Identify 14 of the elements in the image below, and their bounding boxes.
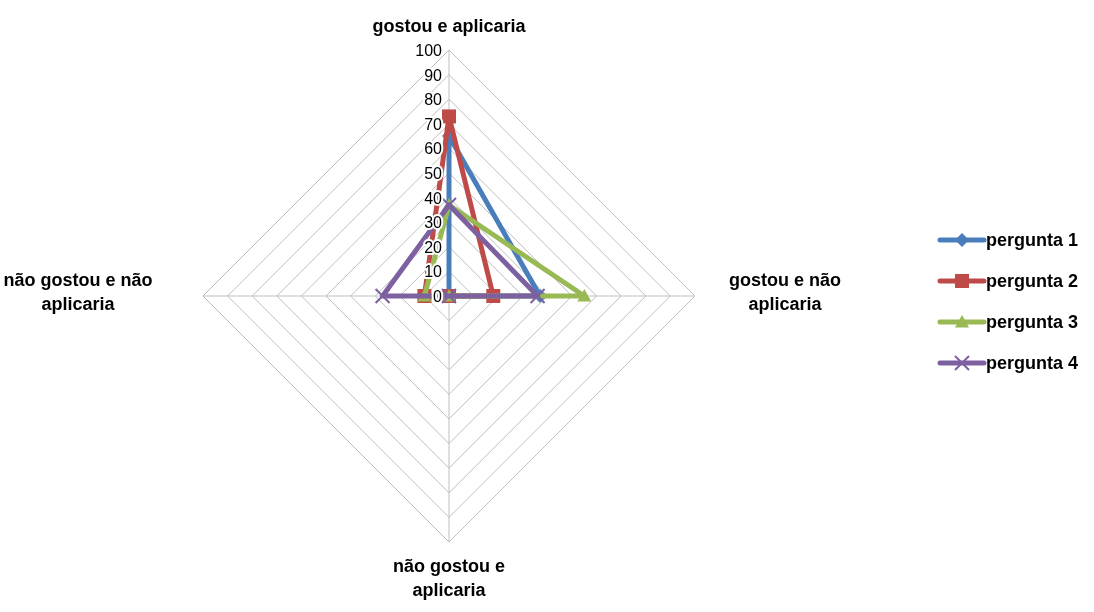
- y-tick-label: 90: [424, 66, 443, 84]
- spoke-label: não gostou e aplicaria: [393, 556, 505, 600]
- y-tick-label: 80: [424, 91, 443, 109]
- y-tick-label: 100: [415, 42, 443, 59]
- y-tick-label: 60: [424, 140, 443, 158]
- legend-label: pergunta 3: [986, 312, 1079, 332]
- legend-label: pergunta 2: [986, 271, 1079, 291]
- legend-label: pergunta 1: [986, 230, 1079, 250]
- spoke-label: não gostou e não aplicaria: [3, 270, 153, 314]
- legend-label: pergunta 4: [986, 353, 1079, 373]
- y-tick-label: 20: [424, 238, 443, 256]
- y-tick-label: 70: [424, 115, 443, 133]
- spoke-label: gostou e aplicaria: [372, 16, 527, 36]
- spoke-label: gostou e não aplicaria: [729, 270, 841, 314]
